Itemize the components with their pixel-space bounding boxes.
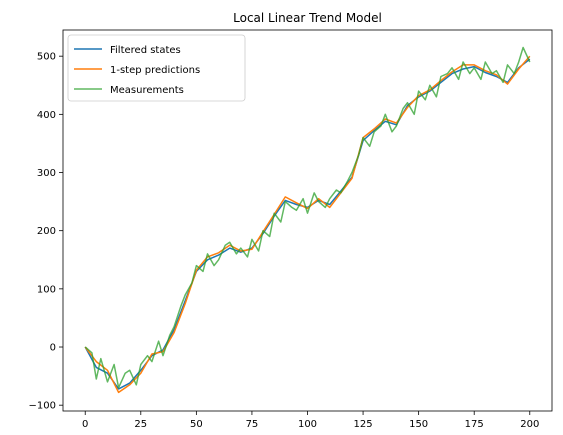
y-tick-label: 400 (37, 110, 56, 121)
x-tick-label: 175 (465, 419, 484, 430)
y-tick-label: 200 (37, 226, 56, 237)
series-line-2 (84, 55, 531, 394)
x-tick-label: 100 (298, 419, 317, 430)
x-axis: 0 25 50 75 100 125 150 175 200 (82, 411, 539, 430)
x-tick-label: 75 (246, 419, 259, 430)
legend-box (67, 34, 246, 102)
legend-label-3: Measurements (110, 85, 184, 96)
x-tick-label: 25 (134, 419, 147, 430)
series-line-3 (84, 46, 531, 389)
y-tick-label: 300 (37, 168, 56, 179)
legend-label-1: Filtered states (110, 45, 181, 56)
x-tick-label: 200 (520, 419, 539, 430)
y-axis: −100 0 100 200 300 400 500 (29, 52, 63, 412)
y-tick-label: 0 (50, 343, 56, 354)
legend: Filtered states 1-step predictions Measure… (67, 34, 246, 102)
y-tick-label: 500 (37, 52, 56, 63)
y-tick-label: 100 (37, 284, 56, 295)
x-tick-label: 125 (354, 419, 373, 430)
legend-label-2: 1-step predictions (110, 65, 200, 76)
x-tick-label: 0 (82, 419, 88, 430)
y-tick-label: −100 (29, 401, 56, 412)
x-tick-label: 150 (409, 419, 428, 430)
x-tick-label: 50 (190, 419, 203, 430)
plot-area (62, 29, 553, 412)
chart-title: Local Linear Trend Model (233, 11, 382, 25)
